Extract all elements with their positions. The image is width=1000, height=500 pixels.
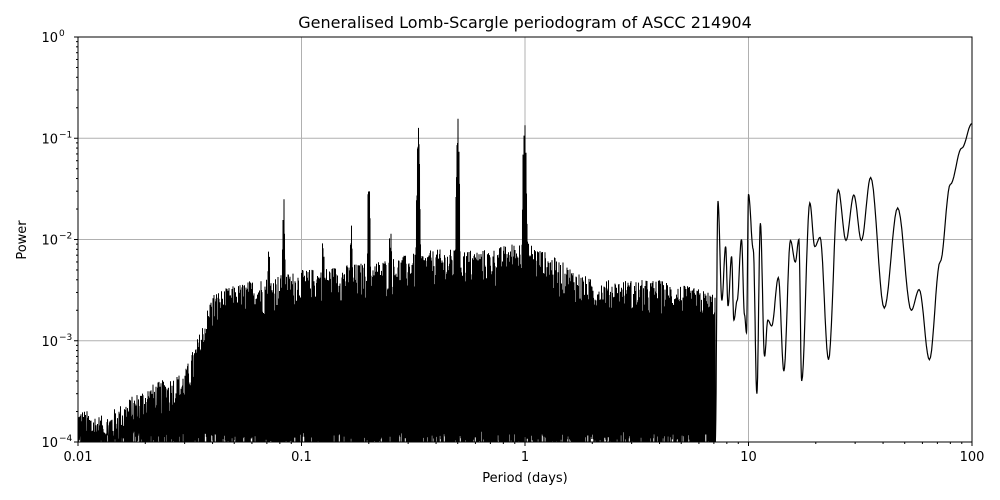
y-tick-label: 10 xyxy=(41,132,58,147)
y-tick-label: 10 xyxy=(41,335,58,350)
y-tick-exponent: 0 xyxy=(59,29,65,39)
y-tick-exponent: −3 xyxy=(59,333,72,343)
x-axis-label: Period (days) xyxy=(482,471,568,486)
y-axis-label: Power xyxy=(15,220,30,260)
y-tick-label: 10 xyxy=(41,31,58,46)
x-tick-label: 100 xyxy=(960,450,985,465)
x-tick-label: 0.1 xyxy=(291,450,312,465)
power-series-long-period xyxy=(714,122,972,442)
power-series-noise xyxy=(78,118,716,442)
chart-title: Generalised Lomb-Scargle periodogram of … xyxy=(298,13,752,32)
y-tick-exponent: −1 xyxy=(59,130,72,140)
y-tick-label: 10 xyxy=(41,436,58,451)
x-tick-label: 1 xyxy=(521,450,529,465)
y-tick-exponent: −4 xyxy=(59,434,73,444)
y-tick-exponent: −2 xyxy=(59,232,72,242)
x-tick-label: 10 xyxy=(740,450,757,465)
y-tick-label: 10 xyxy=(41,234,58,249)
x-tick-label: 0.01 xyxy=(64,450,93,465)
